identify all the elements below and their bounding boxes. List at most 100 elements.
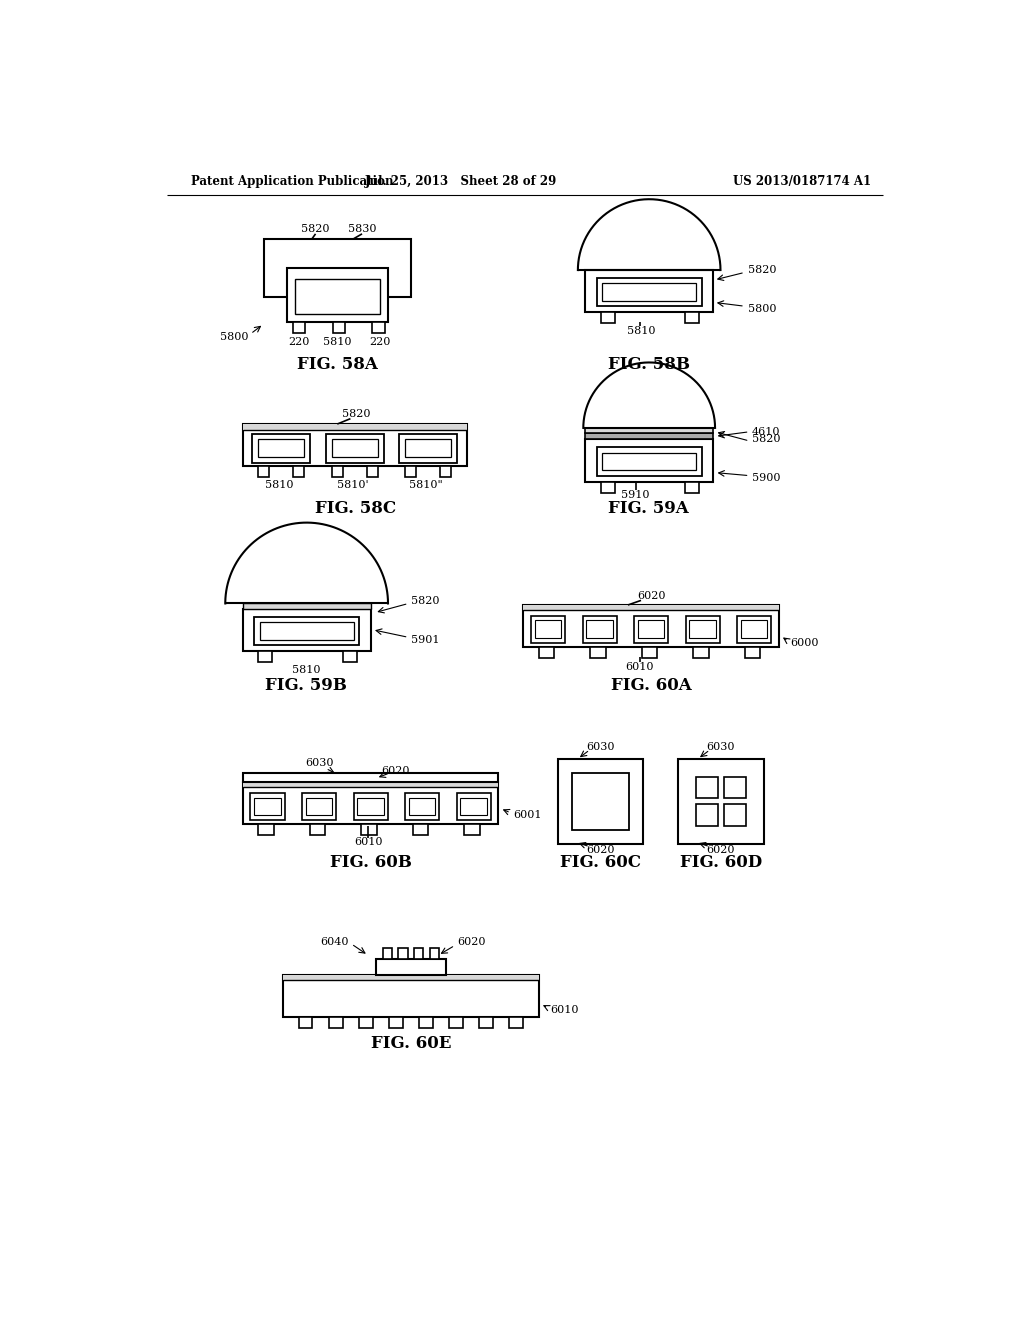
Text: FIG. 58A: FIG. 58A (297, 356, 378, 374)
Bar (597, 447, 701, 475)
Bar (461, 797, 486, 816)
Bar (302, 793, 336, 820)
Bar (457, 793, 490, 820)
Bar (243, 774, 499, 781)
Bar (306, 797, 332, 816)
Bar (309, 825, 326, 836)
Bar (531, 615, 565, 643)
Bar (399, 434, 458, 462)
Bar (333, 322, 345, 333)
Bar (601, 313, 614, 323)
Text: 220: 220 (370, 337, 390, 347)
Text: 5810: 5810 (627, 326, 655, 335)
Bar (696, 776, 718, 799)
Bar (685, 482, 699, 492)
Bar (326, 434, 384, 462)
Bar (243, 781, 499, 788)
Text: 6030: 6030 (305, 758, 334, 768)
Bar (372, 322, 385, 333)
Text: 5810: 5810 (265, 480, 293, 490)
Bar (243, 781, 499, 825)
Bar (243, 603, 371, 609)
Text: Patent Application Publication: Patent Application Publication (190, 176, 393, 187)
Bar (283, 974, 539, 1016)
Bar (638, 620, 665, 638)
Bar (509, 1016, 523, 1028)
Bar (586, 433, 713, 440)
Bar (295, 280, 380, 314)
Bar (258, 466, 269, 478)
Text: 5810": 5810" (410, 480, 443, 490)
Bar (479, 1016, 494, 1028)
Text: 5830: 5830 (348, 224, 376, 234)
Bar (376, 960, 445, 974)
Bar (741, 620, 767, 638)
Bar (283, 974, 539, 979)
Bar (398, 949, 408, 960)
Text: FIG. 60A: FIG. 60A (610, 677, 691, 694)
Bar (406, 440, 452, 457)
Bar (744, 647, 761, 659)
Text: 6010: 6010 (626, 661, 653, 672)
Bar (293, 466, 304, 478)
Bar (367, 466, 378, 478)
Bar (252, 434, 310, 462)
Text: 6020: 6020 (381, 766, 410, 776)
Bar (389, 1016, 402, 1028)
Text: 6020: 6020 (587, 845, 615, 855)
Bar (590, 647, 606, 659)
Bar (406, 466, 417, 478)
Text: Jul. 25, 2013   Sheet 28 of 29: Jul. 25, 2013 Sheet 28 of 29 (366, 176, 557, 187)
Bar (587, 620, 612, 638)
Bar (258, 825, 273, 836)
Text: 6010: 6010 (550, 1005, 579, 1015)
Bar (263, 239, 411, 297)
Bar (686, 615, 720, 643)
Bar (353, 793, 388, 820)
Bar (383, 949, 392, 960)
Text: 5800: 5800 (219, 333, 248, 342)
Bar (430, 949, 439, 960)
Bar (464, 825, 480, 836)
Bar (254, 616, 359, 645)
Bar (450, 1016, 463, 1028)
Bar (332, 466, 343, 478)
Text: FIG. 59A: FIG. 59A (608, 500, 689, 517)
Bar (413, 825, 428, 836)
Bar (440, 466, 452, 478)
Text: 6020: 6020 (458, 937, 485, 948)
Text: 6030: 6030 (587, 742, 615, 751)
Text: 5820: 5820 (411, 597, 439, 606)
Text: 6020: 6020 (637, 591, 666, 601)
Bar (597, 277, 701, 306)
Bar (685, 313, 699, 323)
Text: 5820: 5820 (748, 265, 776, 275)
Text: 6010: 6010 (354, 837, 383, 847)
Text: 5800: 5800 (748, 304, 776, 314)
Text: US 2013/0187174 A1: US 2013/0187174 A1 (733, 176, 871, 187)
Text: 6020: 6020 (707, 845, 735, 855)
Bar (602, 284, 696, 301)
Text: FIG. 60C: FIG. 60C (560, 854, 641, 871)
Bar (260, 622, 353, 640)
Text: 5900: 5900 (752, 473, 780, 483)
Bar (689, 620, 716, 638)
Bar (254, 797, 281, 816)
Bar (243, 609, 371, 651)
Bar (409, 797, 435, 816)
Text: FIG. 60E: FIG. 60E (371, 1035, 452, 1052)
Bar (634, 615, 669, 643)
Bar (572, 774, 630, 830)
Bar (586, 440, 713, 482)
Bar (343, 651, 356, 663)
Text: 5810: 5810 (292, 665, 321, 675)
Text: FIG. 59B: FIG. 59B (265, 677, 347, 694)
Text: 5810: 5810 (323, 337, 351, 347)
Bar (693, 647, 709, 659)
Bar (724, 804, 745, 826)
Bar (558, 759, 643, 843)
Text: 220: 220 (288, 337, 309, 347)
Bar (601, 482, 614, 492)
Bar (586, 428, 713, 433)
Bar (258, 440, 304, 457)
